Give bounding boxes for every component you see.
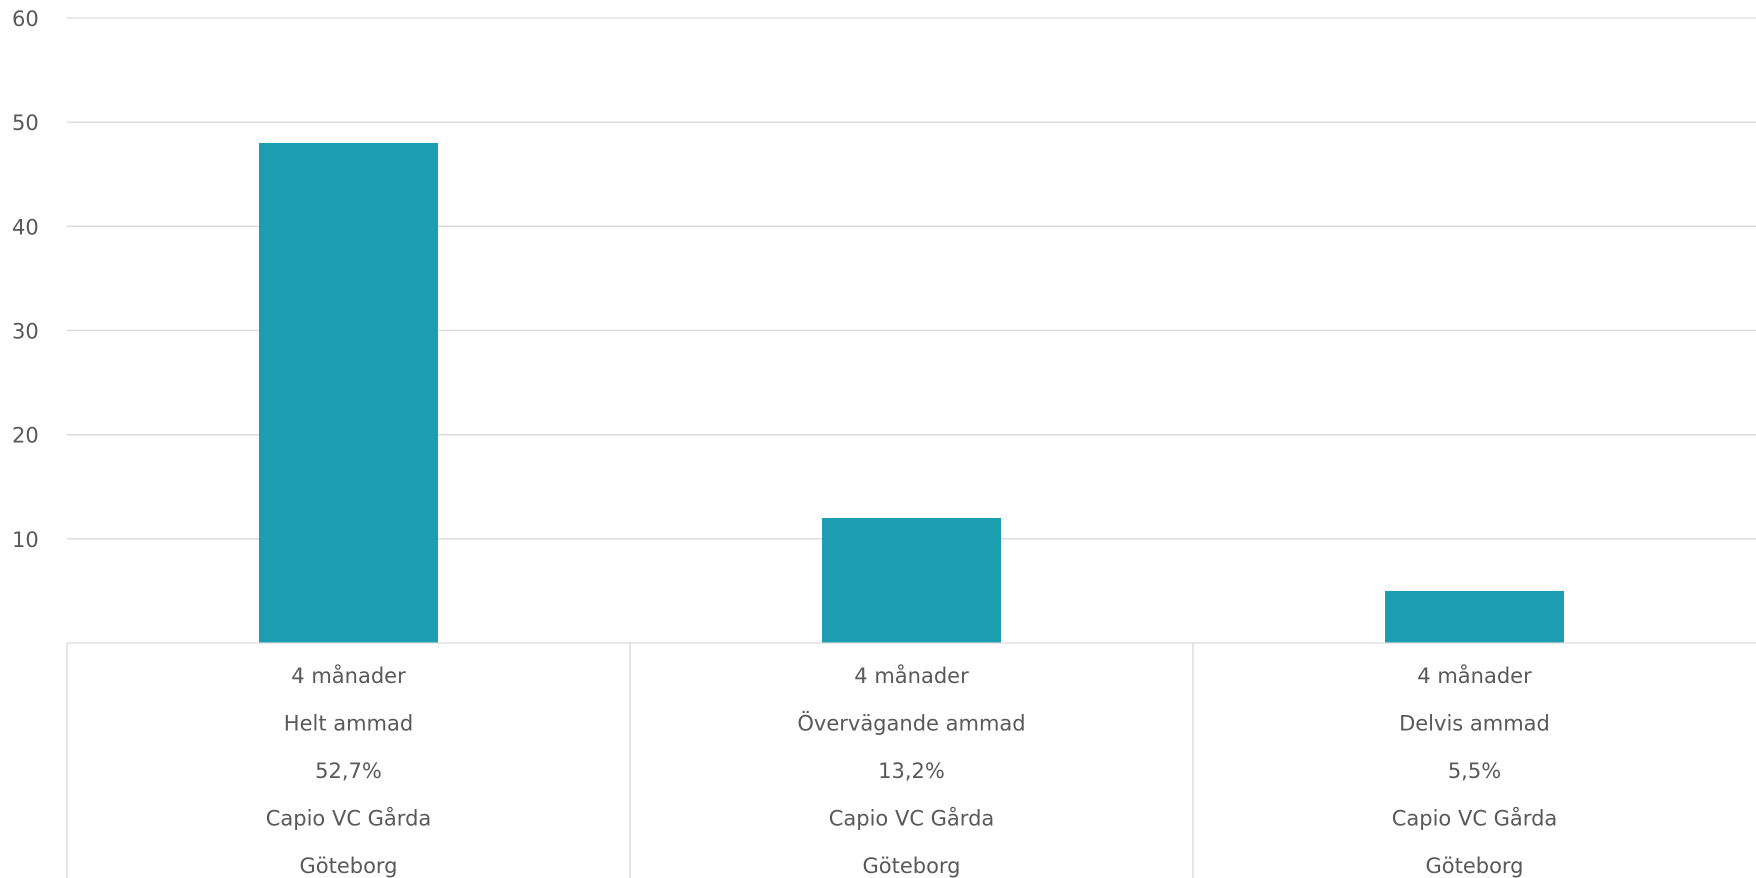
category-label-line: Capio VC Gårda: [266, 806, 432, 831]
category-label-line: Helt ammad: [284, 712, 413, 736]
category-label-line: Göteborg: [299, 854, 397, 878]
y-tick-label: 20: [12, 424, 39, 448]
category-label-line: Delvis ammad: [1399, 712, 1550, 736]
category-label-line: 52,7%: [315, 759, 382, 783]
y-tick-label: 30: [12, 320, 39, 344]
bar: [259, 143, 438, 643]
category-label-line: 4 månader: [854, 663, 969, 688]
bar: [822, 518, 1001, 643]
y-tick-label: 10: [12, 528, 39, 552]
category-label-line: Capio VC Gårda: [829, 806, 995, 831]
category-label-line: Göteborg: [862, 854, 960, 878]
category-label-line: Göteborg: [1425, 854, 1523, 878]
category-label-line: Capio VC Gårda: [1392, 806, 1558, 831]
category-label-line: 4 månader: [1417, 663, 1532, 688]
category-label-line: Övervägande ammad: [797, 711, 1025, 736]
category-axis: 4 månader Helt ammad 52,7% Capio VC Gårda Gö…: [66, 642, 1756, 878]
y-tick-label: 50: [12, 111, 39, 135]
category-label-line: 5,5%: [1448, 759, 1501, 783]
category-label-line: 13,2%: [878, 759, 945, 783]
y-axis-tick-labels: 10 20 30 40 50 60: [12, 7, 39, 552]
y-tick-label: 40: [12, 215, 39, 239]
y-tick-label: 60: [12, 7, 39, 31]
category-label-line: 4 månader: [291, 663, 406, 688]
bars: [259, 143, 1564, 643]
bar: [1385, 590, 1564, 643]
